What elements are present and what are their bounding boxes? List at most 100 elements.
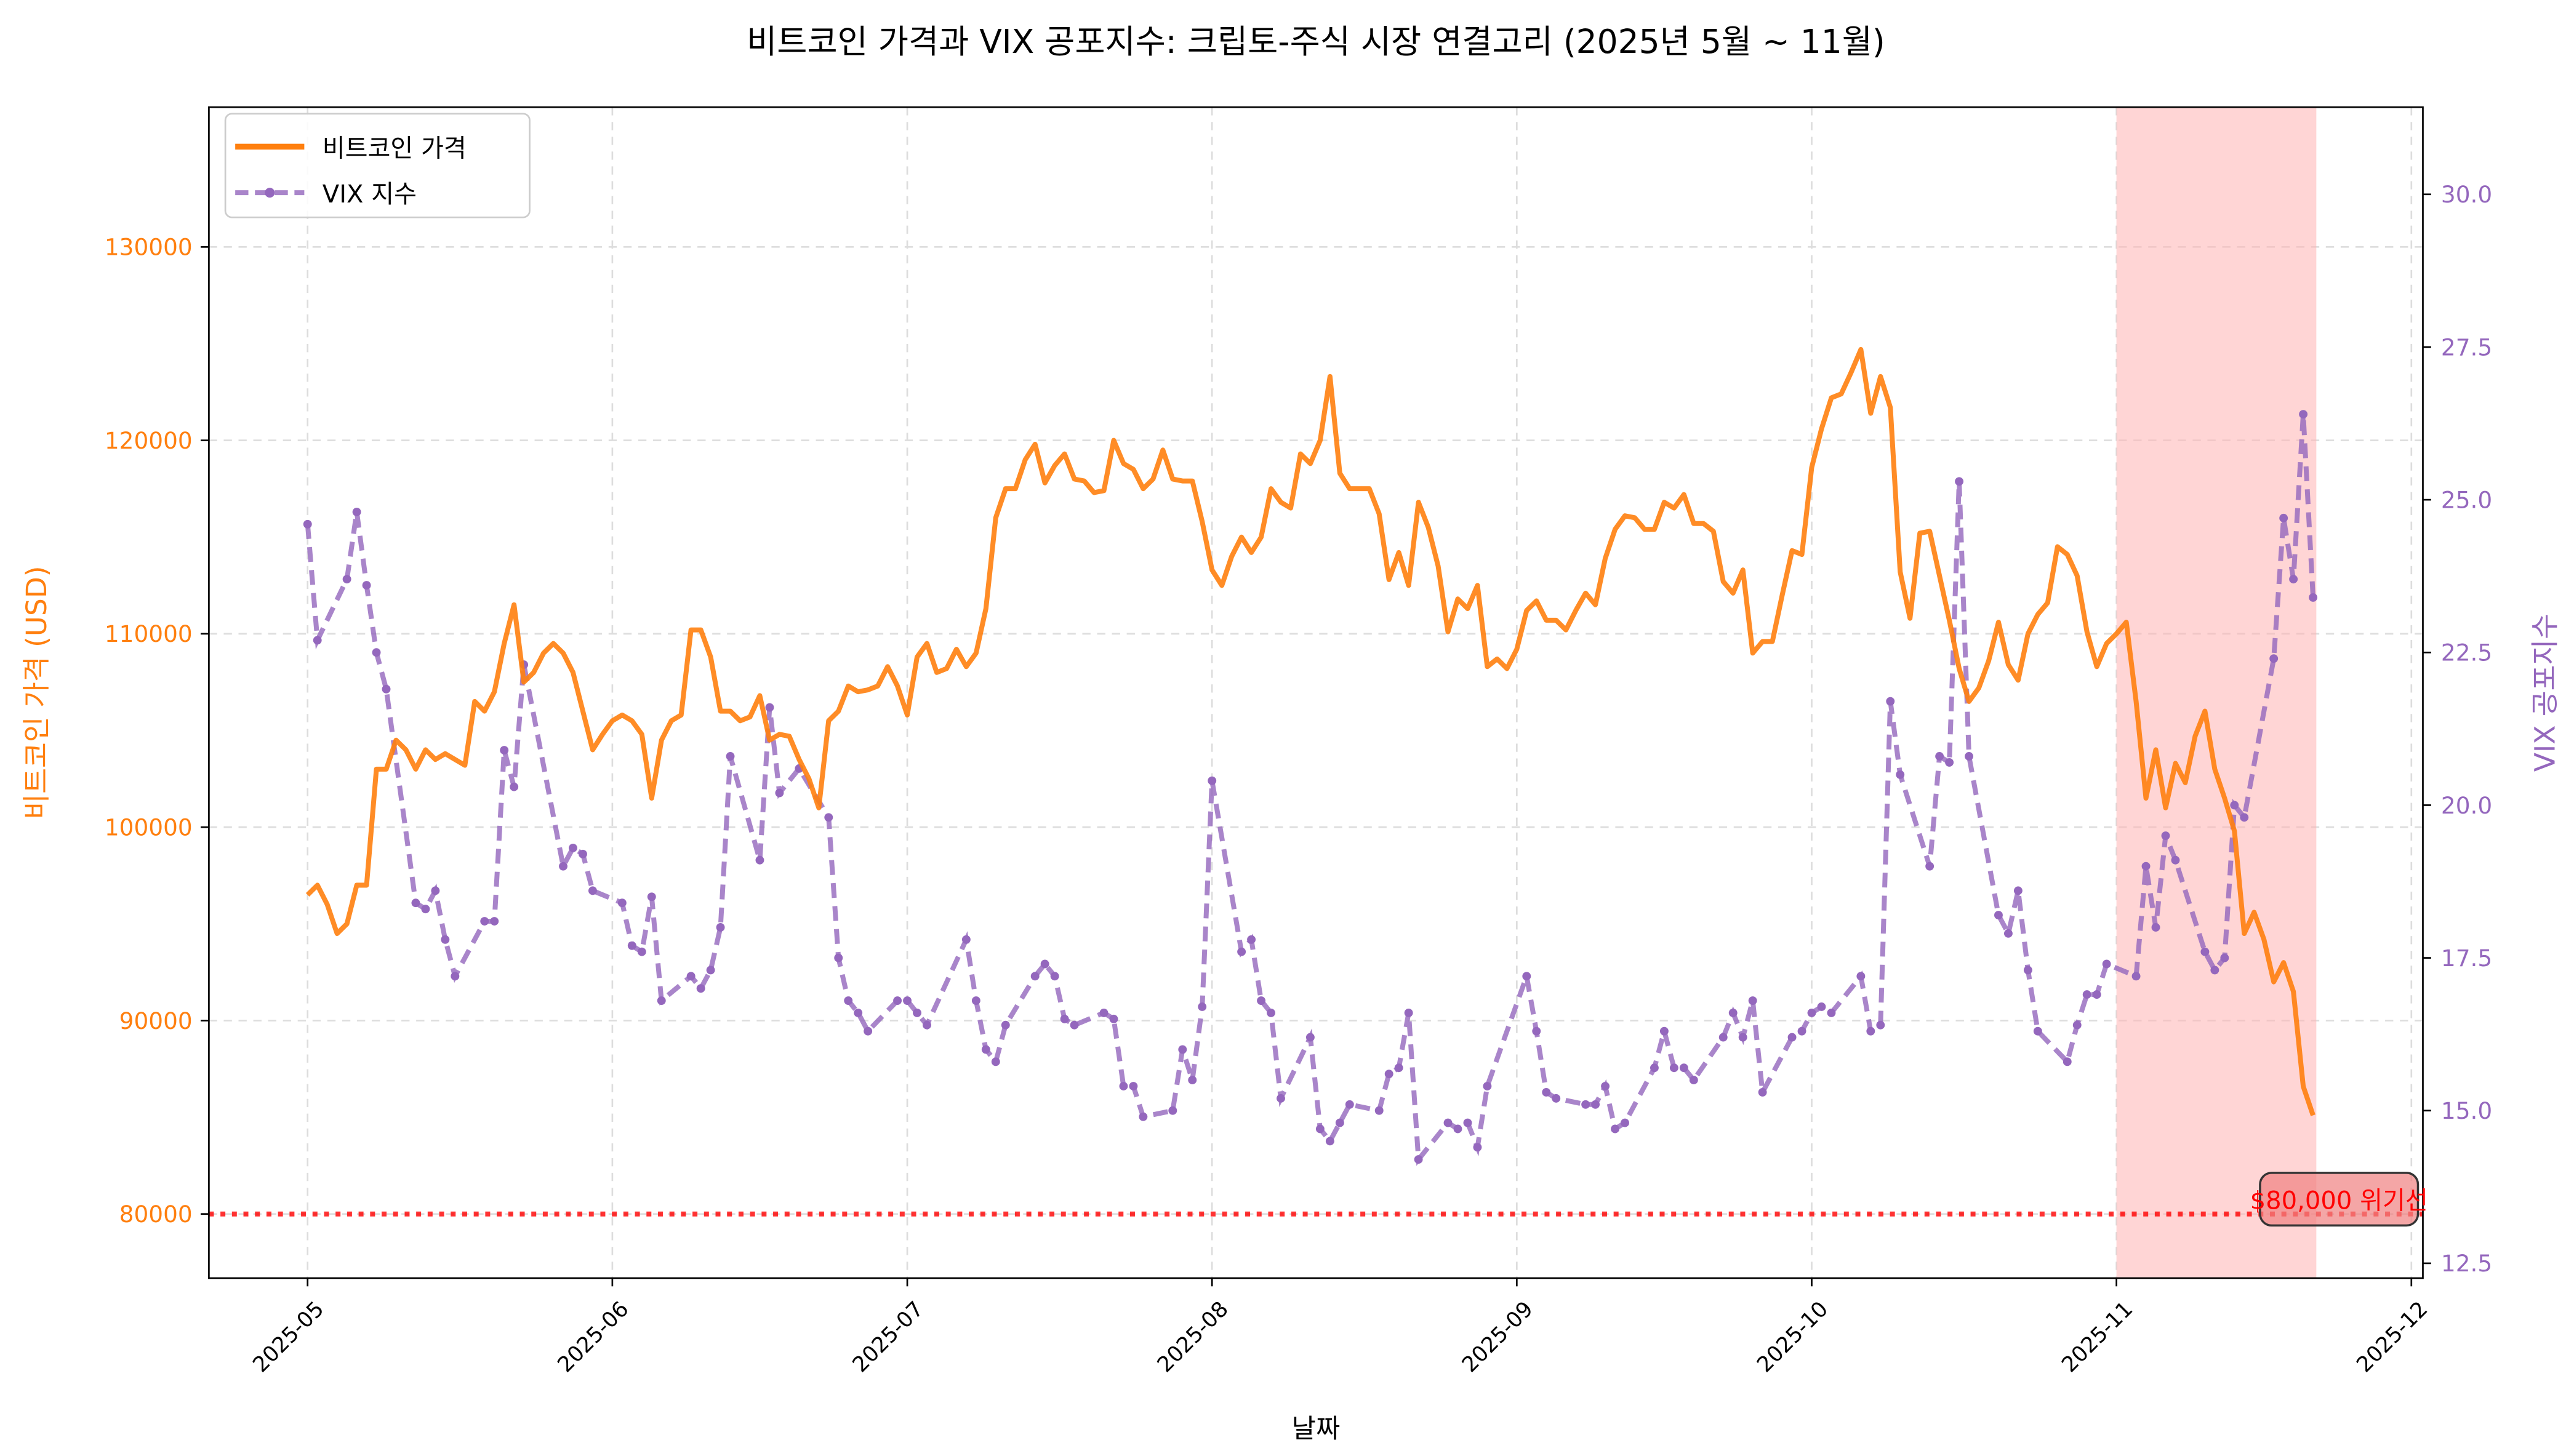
left-tick-label: 100000 (105, 814, 193, 841)
vix-point (1394, 1063, 1403, 1073)
vix-point (1001, 1020, 1010, 1030)
vix-point (1305, 1033, 1315, 1042)
right-tick-label: 22.5 (2441, 639, 2492, 666)
vix-point (588, 886, 597, 895)
vix-point (637, 947, 646, 956)
left-tick-label: 110000 (105, 620, 193, 647)
vix-point (1522, 972, 1531, 981)
vix-point (1374, 1106, 1384, 1115)
vix-point (569, 843, 577, 852)
vix-point (647, 892, 656, 902)
vix-point (1945, 758, 1954, 767)
vix-point (2161, 831, 2170, 840)
vix-point (726, 752, 735, 761)
vix-point (1748, 996, 1757, 1006)
vix-point (1856, 972, 1866, 981)
vix-point (1325, 1137, 1334, 1146)
right-y-axis-label: VIX 공포지수 (2528, 614, 2561, 772)
vix-point (971, 996, 980, 1006)
vix-point (480, 917, 489, 926)
x-tick-label: 2025-09 (1457, 1297, 1538, 1377)
x-axis-label: 날짜 (1292, 1414, 1341, 1444)
vix-point (961, 935, 971, 944)
vix-point (686, 972, 696, 981)
vix-point (657, 996, 666, 1006)
vix-point (2092, 990, 2101, 999)
vix-point (451, 972, 460, 981)
shaded-crisis-region (2116, 107, 2317, 1278)
vix-point (2033, 1026, 2042, 1036)
btc-price-line (305, 346, 2315, 1116)
vix-point (303, 519, 312, 529)
right-y-axis: 12.5 15.0 17.5 20.0 22.5 25.0 27.5 30.0 (2423, 181, 2492, 1277)
vix-point (1689, 1076, 1698, 1085)
vix-point (2289, 575, 2298, 584)
vix-point (1876, 1020, 1885, 1030)
vix-point (1050, 972, 1059, 981)
vix-point (1669, 1063, 1678, 1073)
vix-point (2299, 410, 2308, 419)
vix-point (1198, 1002, 1207, 1011)
vix-point (579, 849, 587, 858)
x-tick-label: 2025-12 (2352, 1297, 2432, 1377)
vix-point (559, 862, 567, 871)
vix-point (2171, 855, 2180, 865)
left-tick-label: 90000 (119, 1007, 193, 1034)
vix-point (1237, 947, 1246, 956)
left-y-axis-label: 비트코인 가격 (USD) (20, 566, 53, 819)
vix-point (500, 746, 509, 755)
vix-point (2131, 972, 2141, 981)
vix-point (1718, 1033, 1728, 1042)
vix-point (1315, 1124, 1325, 1134)
vix-point (1591, 1100, 1600, 1109)
left-tick-label: 80000 (119, 1201, 193, 1228)
vix-point (1119, 1082, 1128, 1090)
vix-point (1994, 911, 2003, 920)
vix-point (2151, 922, 2160, 932)
right-tick-label: 15.0 (2441, 1097, 2492, 1124)
vix-point (2220, 953, 2229, 962)
vix-point (617, 898, 627, 908)
vix-point (382, 684, 391, 694)
vix-point (1247, 935, 1256, 944)
vix-point (706, 966, 715, 975)
vix-point (1965, 752, 1973, 761)
vix-point (490, 917, 499, 926)
vix-point (1787, 1033, 1797, 1042)
vix-point (1866, 1026, 1875, 1036)
vix-point (441, 935, 450, 944)
vix-point (2082, 990, 2091, 999)
right-tick-label: 20.0 (2441, 792, 2492, 819)
btc-series (305, 346, 2315, 1116)
vix-point (844, 996, 853, 1006)
x-tick-label: 2025-05 (248, 1297, 329, 1377)
vix-point (834, 953, 843, 962)
vix-point (1139, 1112, 1148, 1121)
vix-point (627, 941, 636, 950)
vix-point (893, 996, 902, 1006)
vix-point (1030, 972, 1040, 981)
chart-title: 비트코인 가격과 VIX 공포지수: 크립토-주식 시장 연결고리 (2025년… (747, 22, 1885, 61)
x-axis: 2025-05 2025-06 2025-07 2025-08 2025-09 2025-… (248, 1278, 2432, 1377)
vix-point (342, 575, 351, 584)
vix-point (1935, 752, 1944, 761)
vix-point (913, 1008, 921, 1017)
vix-point (1414, 1155, 1423, 1164)
left-tick-label: 130000 (105, 234, 193, 261)
vix-point (1817, 1002, 1826, 1011)
vix-point (1463, 1118, 1472, 1127)
vix-point (755, 855, 764, 865)
vix-point (2072, 1020, 2082, 1030)
vix-point (716, 922, 725, 932)
vix-point (1807, 1008, 1816, 1017)
vix-point (1257, 996, 1265, 1006)
vix-point (2023, 966, 2032, 975)
vix-point (903, 996, 912, 1006)
vix-point (411, 898, 420, 908)
vix-point (2063, 1057, 2072, 1066)
vix-point (1679, 1063, 1688, 1073)
vix-point (2269, 654, 2279, 663)
vix-point (1896, 770, 1905, 779)
vix-point (2003, 929, 2013, 938)
vix-point (765, 703, 774, 712)
